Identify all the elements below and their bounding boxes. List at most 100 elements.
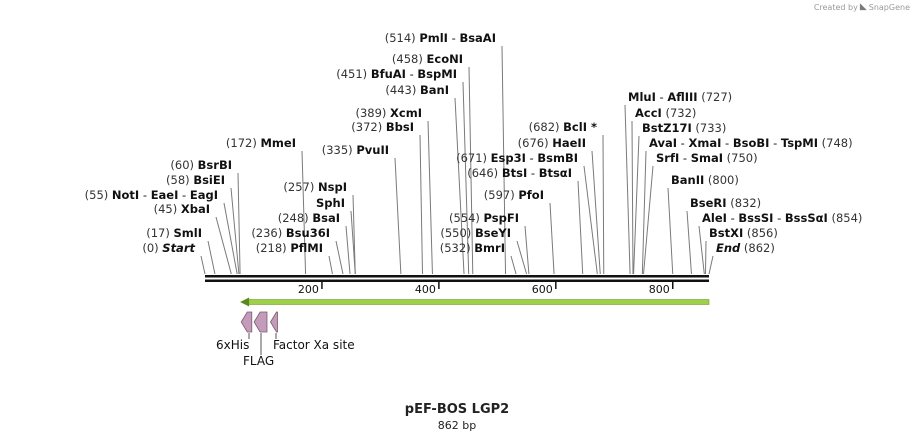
site-enzyme-name: PflMI bbox=[290, 241, 323, 255]
site-enzyme-name: BsaAI bbox=[459, 31, 496, 45]
site-enzyme-name: EagI bbox=[190, 188, 218, 202]
axis-tick-label: 800 bbox=[649, 283, 670, 296]
site-connector bbox=[698, 225, 705, 275]
site-connector bbox=[454, 97, 465, 275]
site-enzyme-name: SphI bbox=[316, 196, 345, 210]
site-enzyme-name: SmaI bbox=[691, 151, 723, 165]
site-label: End (862) bbox=[716, 241, 775, 255]
site-position: (532) bbox=[440, 241, 475, 255]
site-enzyme-name: NotI bbox=[112, 188, 139, 202]
plasmid-length: 862 bp bbox=[437, 419, 477, 432]
site-label: (55) NotI - EaeI - EagI bbox=[85, 188, 218, 202]
site-label: MluI - AflIII (727) bbox=[628, 90, 732, 104]
site-enzyme-name: BssSαI bbox=[785, 211, 828, 225]
site-enzyme-name: PspFI bbox=[484, 211, 519, 225]
site-label: (0) Start bbox=[142, 241, 195, 255]
site-enzyme-name: BsiEI bbox=[193, 173, 225, 187]
site-position: (676) bbox=[518, 136, 553, 150]
site-position: (854) bbox=[828, 211, 863, 225]
site-connector bbox=[524, 225, 530, 275]
site-lines bbox=[200, 45, 714, 275]
site-enzyme-name: AvaI bbox=[649, 136, 677, 150]
site-enzyme-name: EaeI bbox=[151, 188, 179, 202]
site-position: (800) bbox=[704, 173, 739, 187]
site-enzyme-name: XbaI bbox=[181, 202, 210, 216]
site-label: BseRI (832) bbox=[690, 196, 761, 210]
site-position: (55) bbox=[85, 188, 112, 202]
site-connector bbox=[549, 202, 555, 275]
site-connector bbox=[427, 120, 433, 275]
site-enzyme-name: - bbox=[448, 31, 459, 45]
site-position: (554) bbox=[449, 211, 484, 225]
site-label: (45) XbaI bbox=[154, 202, 210, 216]
site-enzyme-name: TspMI bbox=[781, 136, 818, 150]
site-position: (856) bbox=[743, 226, 778, 240]
site-position: (257) bbox=[283, 180, 318, 194]
site-enzyme-name: XmaI bbox=[689, 136, 722, 150]
site-connector bbox=[200, 255, 206, 275]
site-connector bbox=[237, 172, 241, 275]
site-label: (389) XcmI bbox=[355, 106, 422, 120]
site-label: (682) BclI * bbox=[529, 120, 597, 134]
site-connector bbox=[419, 134, 424, 275]
site-label: (676) HaeII bbox=[518, 136, 586, 150]
site-connector bbox=[591, 150, 601, 275]
site-label: (451) BfuAI - BspMI bbox=[336, 67, 457, 81]
bottom-strand bbox=[205, 279, 709, 282]
site-position: (514) bbox=[385, 31, 420, 45]
site-enzyme-name: - bbox=[679, 151, 690, 165]
site-connector bbox=[207, 240, 216, 275]
site-enzyme-name: BssSI bbox=[738, 211, 773, 225]
site-enzyme-name: - bbox=[406, 67, 417, 81]
site-connector bbox=[350, 210, 356, 275]
site-label: AleI - BssSI - BssSαI (854) bbox=[702, 211, 862, 225]
site-position: (58) bbox=[166, 173, 193, 187]
site-label: (372) BbsI bbox=[351, 120, 414, 134]
site-position: (832) bbox=[727, 196, 762, 210]
snapgene-watermark: Created by ◣ SnapGene bbox=[814, 2, 910, 12]
site-connector bbox=[394, 157, 402, 275]
site-label: (671) Esp3I - BsmBI bbox=[456, 151, 578, 165]
site-label: (17) SmlI bbox=[146, 226, 202, 240]
site-position: (732) bbox=[662, 106, 697, 120]
site-enzyme-name: BsoBI bbox=[733, 136, 770, 150]
site-label: (218) PflMI bbox=[256, 241, 323, 255]
site-label: (248) BsaI bbox=[278, 211, 340, 225]
site-enzyme-name: End bbox=[716, 241, 741, 255]
site-label: (550) BseYI bbox=[440, 226, 511, 240]
site-connector bbox=[215, 216, 232, 275]
feature-label: FLAG bbox=[243, 354, 274, 368]
features: 6xHis FLAG Factor Xa site bbox=[216, 297, 710, 368]
site-enzyme-name: PvuII bbox=[356, 143, 389, 157]
site-connector bbox=[602, 134, 605, 275]
site-enzyme-name: BseRI bbox=[690, 196, 727, 210]
site-position: (389) bbox=[355, 106, 390, 120]
site-label: SrfI - SmaI (750) bbox=[656, 151, 758, 165]
site-enzyme-name: - bbox=[721, 136, 732, 150]
site-connector bbox=[577, 180, 584, 275]
orf-arrow-head bbox=[240, 297, 250, 307]
site-position: (451) bbox=[336, 67, 371, 81]
site-label: (458) EcoNI bbox=[392, 52, 463, 66]
site-label: (532) BmrI bbox=[440, 241, 505, 255]
site-label: SphI bbox=[316, 196, 345, 210]
feature-arrow bbox=[270, 311, 278, 333]
feature-arrow bbox=[240, 311, 253, 333]
site-connector bbox=[328, 255, 333, 275]
site-enzyme-name: BanI bbox=[420, 83, 449, 97]
site-position: (172) bbox=[226, 136, 261, 150]
site-enzyme-name: - bbox=[727, 211, 738, 225]
site-position: (60) bbox=[170, 158, 197, 172]
site-label: (60) BsrBI bbox=[170, 158, 232, 172]
site-enzyme-name: - bbox=[139, 188, 150, 202]
site-labels: (514) PmlI - BsaAI(458) EcoNI(451) BfuAI… bbox=[85, 31, 863, 255]
site-enzyme-name: BstXI bbox=[709, 226, 743, 240]
site-enzyme-name: PfoI bbox=[518, 188, 544, 202]
site-connector bbox=[516, 240, 528, 275]
site-label: (597) PfoI bbox=[484, 188, 544, 202]
site-enzyme-name: NspI bbox=[318, 180, 347, 194]
site-enzyme-name: HaeII bbox=[552, 136, 586, 150]
watermark-prefix: Created by bbox=[813, 2, 858, 12]
site-label: BstXI (856) bbox=[709, 226, 778, 240]
